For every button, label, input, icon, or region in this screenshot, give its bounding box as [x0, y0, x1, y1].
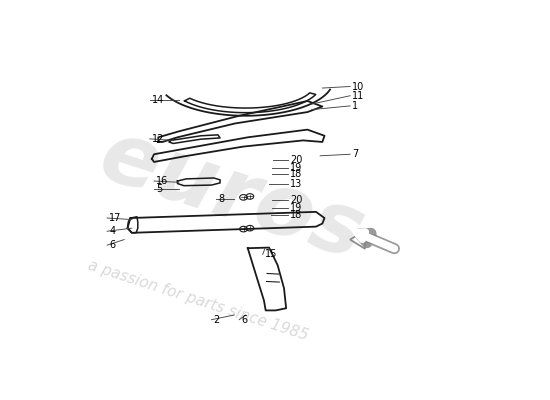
Text: 7: 7	[352, 149, 359, 159]
Text: 16: 16	[156, 176, 168, 186]
Text: 11: 11	[352, 91, 365, 101]
Text: 12: 12	[152, 134, 164, 144]
Text: 1: 1	[352, 101, 359, 111]
Text: 20: 20	[290, 196, 303, 206]
Text: 8: 8	[218, 194, 224, 204]
Text: 14: 14	[152, 95, 164, 105]
Text: 4: 4	[109, 226, 116, 236]
Text: 15: 15	[265, 249, 277, 259]
Text: 19: 19	[290, 162, 303, 172]
Text: a passion for parts since 1985: a passion for parts since 1985	[86, 258, 310, 343]
Text: 19: 19	[290, 202, 303, 212]
Text: 18: 18	[290, 210, 303, 220]
Text: 2: 2	[213, 315, 220, 325]
Text: 6: 6	[241, 315, 248, 325]
Text: 10: 10	[352, 82, 365, 92]
Text: 18: 18	[290, 169, 303, 179]
Text: 13: 13	[290, 179, 303, 189]
Text: 6: 6	[109, 240, 116, 250]
Text: 20: 20	[290, 156, 303, 166]
Text: 5: 5	[156, 184, 162, 194]
Text: 17: 17	[109, 213, 122, 223]
Text: euros: euros	[90, 114, 375, 278]
